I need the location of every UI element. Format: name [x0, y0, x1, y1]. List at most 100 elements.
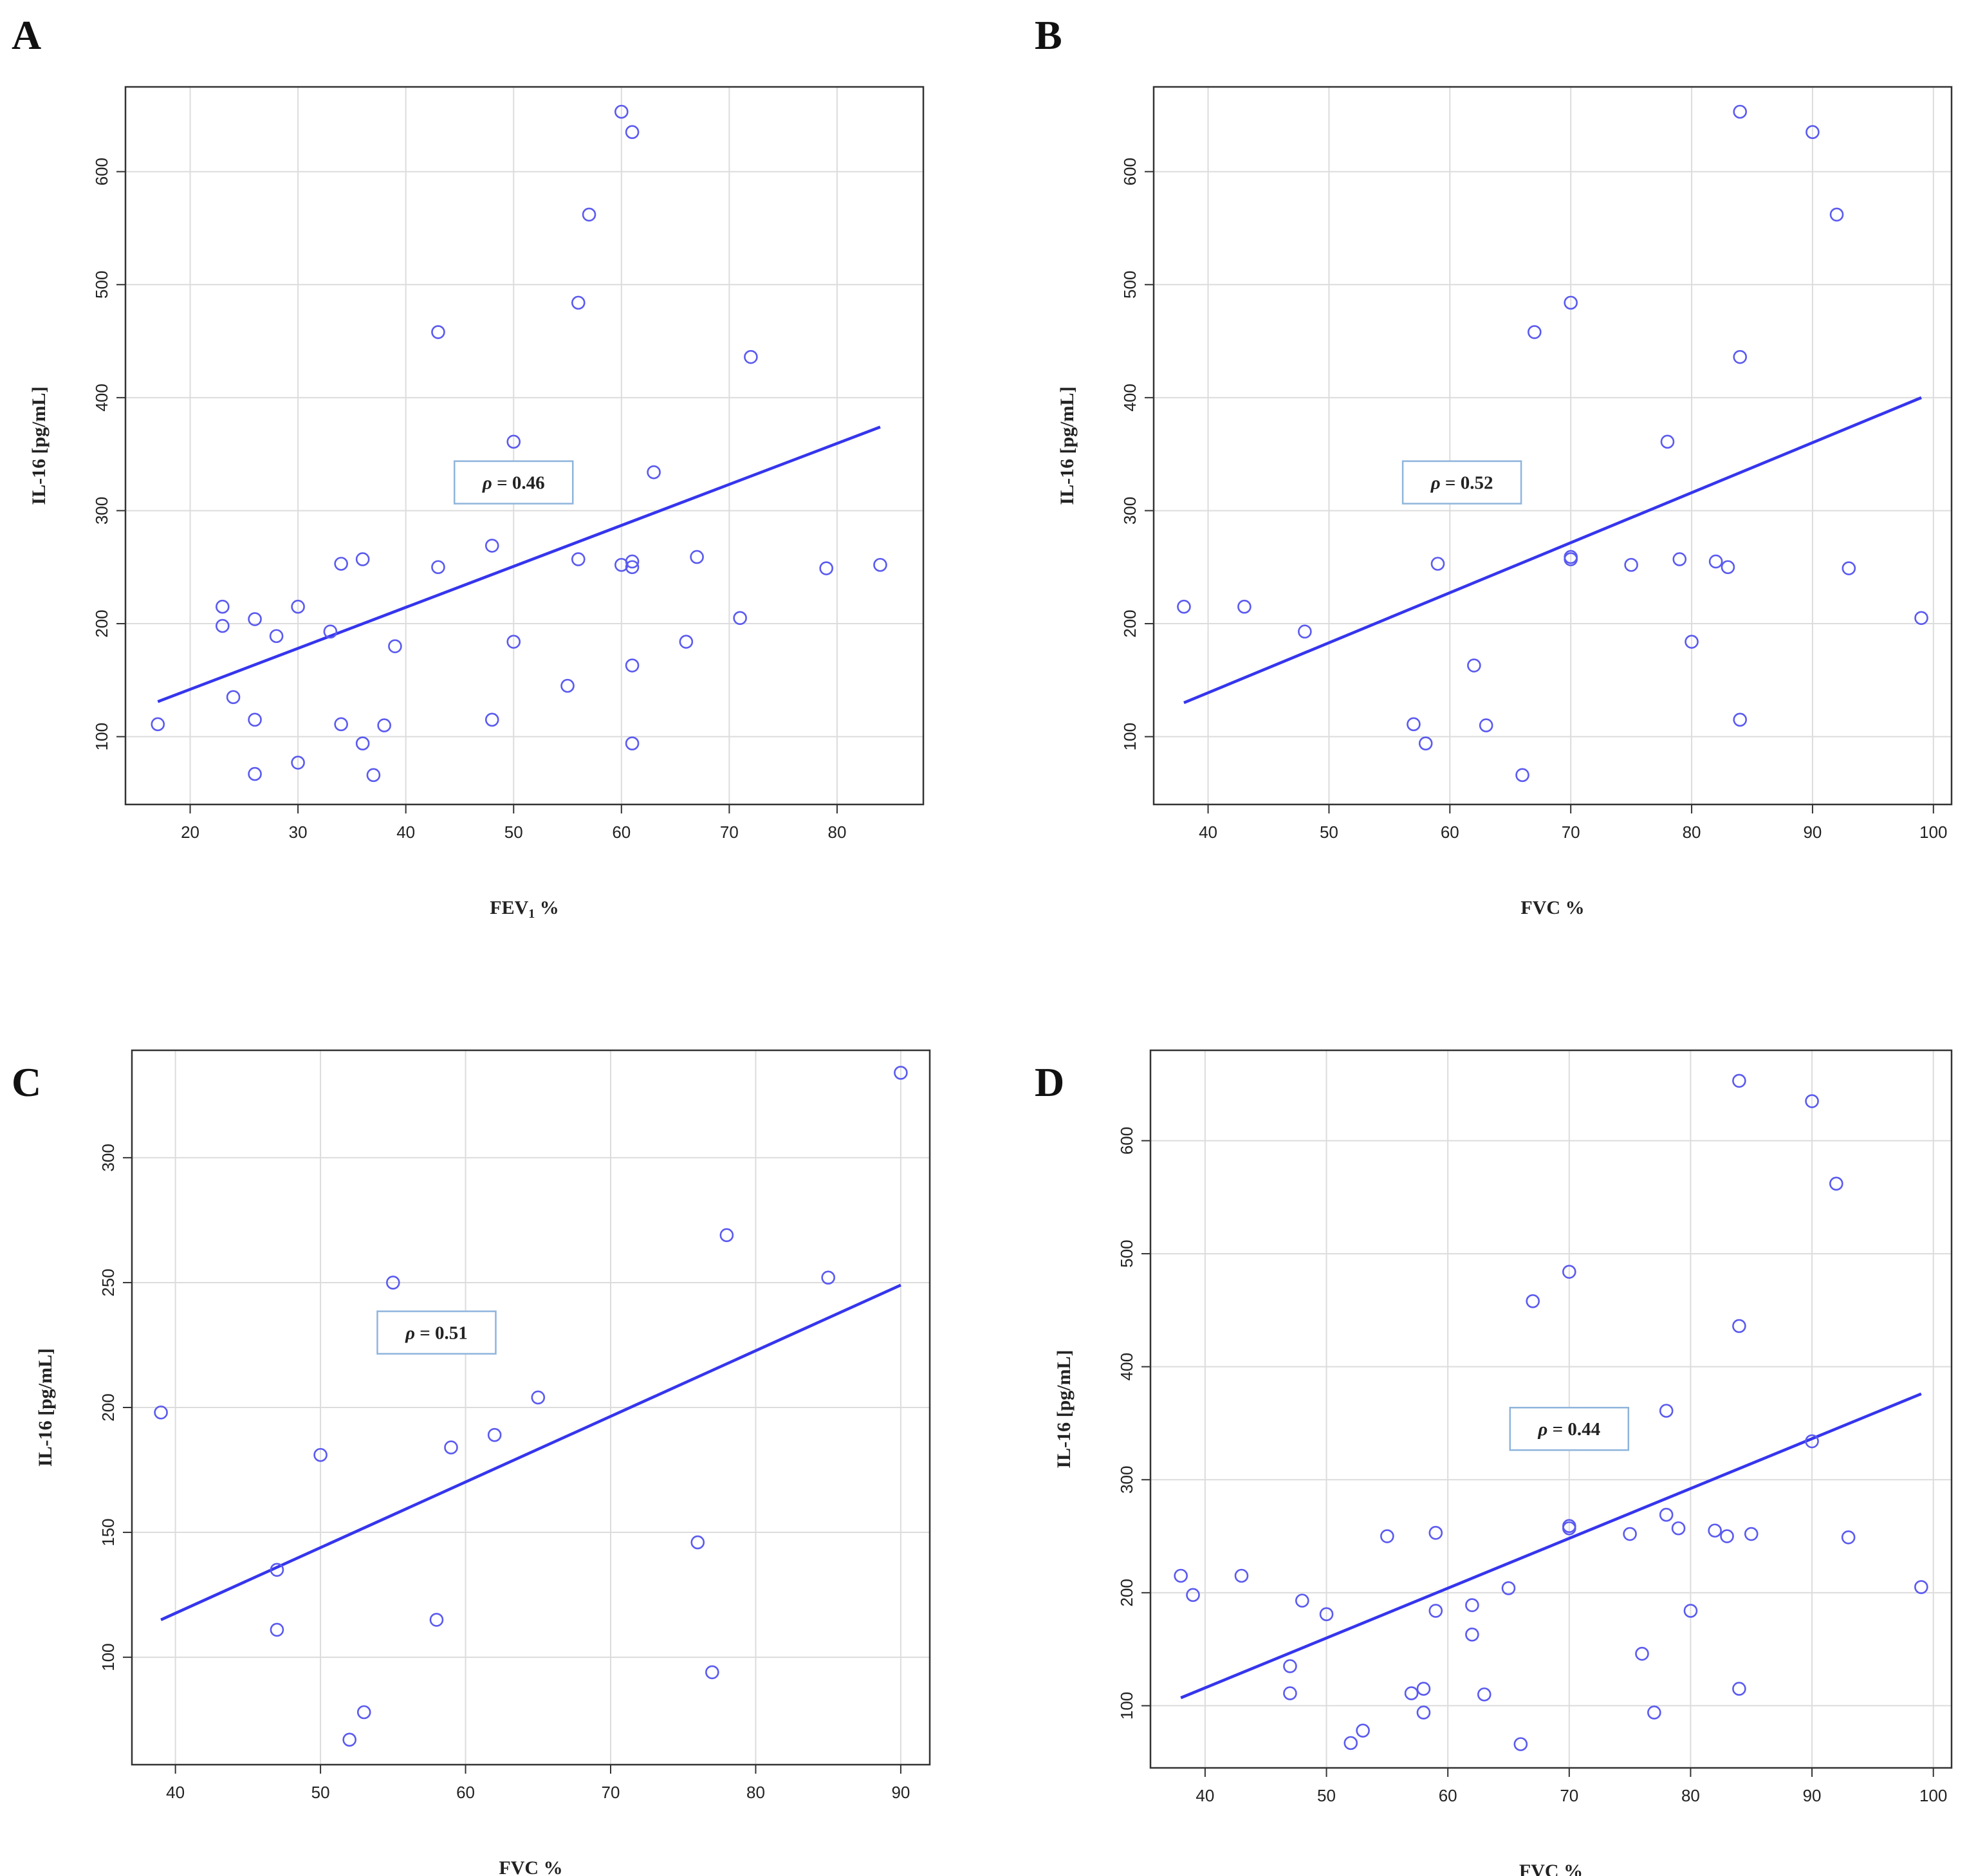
x-tick-label: 30: [289, 822, 308, 842]
data-point: [1733, 349, 1748, 364]
x-tick-label: 60: [612, 822, 631, 842]
data-point: [1501, 1581, 1516, 1595]
y-tick-label: 250: [98, 1268, 118, 1296]
plot-frame: [124, 86, 925, 806]
data-point: [1733, 104, 1748, 119]
data-point: [625, 554, 640, 569]
rho-box: [1509, 1406, 1630, 1451]
data-point: [216, 618, 230, 633]
x-tick-label: 50: [311, 1783, 330, 1802]
x-tick-label: 100: [1919, 1786, 1947, 1805]
y-tick-label: 300: [98, 1144, 118, 1171]
data-point: [1914, 1580, 1928, 1594]
data-point: [342, 1732, 356, 1747]
data-point: [1237, 599, 1251, 614]
data-point: [248, 612, 262, 626]
rho-label: ρ = 0.52: [1430, 473, 1493, 494]
data-point: [1465, 1628, 1479, 1642]
data-point: [1805, 1094, 1819, 1108]
y-tick-label: 300: [1120, 497, 1140, 525]
data-point: [614, 104, 629, 119]
data-point: [386, 1276, 400, 1290]
data-point: [679, 635, 694, 649]
data-point: [377, 718, 391, 732]
data-point: [733, 611, 747, 626]
data-point: [1344, 1736, 1358, 1751]
data-point: [647, 465, 661, 479]
data-point: [1295, 1593, 1309, 1608]
data-point: [625, 125, 640, 140]
data-point: [1356, 1723, 1370, 1738]
y-axis-title: IL-16 [pg/mL]: [1057, 386, 1078, 505]
data-point: [560, 678, 575, 693]
data-point: [1732, 1319, 1746, 1333]
data-point: [1733, 712, 1748, 727]
data-point: [1671, 1521, 1686, 1536]
data-point: [1842, 561, 1856, 575]
y-tick-label: 100: [92, 723, 111, 750]
data-point: [485, 712, 499, 727]
data-point: [1829, 1176, 1843, 1191]
data-point: [1477, 1687, 1491, 1702]
data-point: [334, 557, 348, 571]
data-point: [1720, 1529, 1734, 1543]
data-point: [1428, 1604, 1443, 1618]
data-point: [690, 550, 704, 564]
data-point: [248, 766, 262, 781]
data-point: [690, 1535, 705, 1550]
data-point: [334, 717, 348, 732]
regression-line: [1183, 396, 1922, 705]
x-tick-label: 80: [746, 1783, 765, 1802]
panel-letter: C: [12, 1059, 42, 1105]
y-tick-label: 400: [1117, 1353, 1136, 1380]
data-point: [1829, 207, 1844, 222]
data-point: [1513, 1737, 1528, 1751]
data-point: [1283, 1686, 1297, 1700]
data-point: [388, 639, 402, 653]
data-point: [1805, 1434, 1819, 1449]
y-axis-title: IL-16 [pg/mL]: [28, 386, 50, 505]
data-point: [1805, 125, 1820, 140]
data-point: [1744, 1527, 1759, 1541]
regression-line: [1180, 1392, 1922, 1700]
x-tick-label: 70: [720, 822, 739, 842]
x-tick-label: 60: [456, 1783, 475, 1802]
data-point: [719, 1228, 734, 1243]
data-point: [1298, 624, 1312, 639]
x-tick-label: 80: [1683, 822, 1701, 842]
x-tick-label: 90: [1803, 822, 1822, 842]
data-point: [571, 295, 586, 310]
y-tick-label: 100: [1120, 723, 1140, 750]
y-axis-title: IL-16 [pg/mL]: [35, 1348, 56, 1467]
data-point: [1404, 1686, 1419, 1700]
data-point: [1562, 1265, 1576, 1279]
y-tick-label: 100: [98, 1643, 118, 1671]
data-point: [1479, 718, 1493, 732]
data-point: [506, 434, 521, 449]
panel-letter: A: [12, 12, 42, 58]
x-tick-label: 40: [1199, 822, 1217, 842]
panel-letter: D: [1035, 1059, 1065, 1105]
data-point: [873, 557, 887, 572]
data-point: [1685, 635, 1699, 649]
y-tick-label: 200: [1120, 609, 1140, 637]
y-tick-label: 200: [98, 1393, 118, 1421]
data-point: [1683, 1604, 1698, 1618]
x-tick-label: 80: [1681, 1786, 1700, 1805]
x-tick-label: 50: [504, 822, 523, 842]
x-axis-title: FVC %: [1520, 897, 1584, 918]
data-point: [1623, 1527, 1637, 1541]
data-point: [1428, 1525, 1443, 1540]
data-point: [1732, 1073, 1746, 1088]
data-point: [506, 635, 521, 649]
data-point: [270, 1563, 284, 1577]
y-tick-label: 100: [1117, 1692, 1136, 1720]
panel-d: D 40 50 60 70 80 90 100 100 200 300 400 500 600 FVC %…: [983, 938, 1967, 1876]
x-tick-label: 60: [1439, 1786, 1457, 1805]
data-point: [1418, 736, 1433, 750]
x-tick-label: 60: [1441, 822, 1459, 842]
data-point: [821, 1270, 835, 1285]
panel-a: A 20 30 40 50 60 70 80 100 200 300 400 500 600 FEV1 %…: [0, 0, 983, 938]
data-point: [1672, 552, 1687, 566]
rho-label: ρ = 0.51: [405, 1323, 468, 1344]
